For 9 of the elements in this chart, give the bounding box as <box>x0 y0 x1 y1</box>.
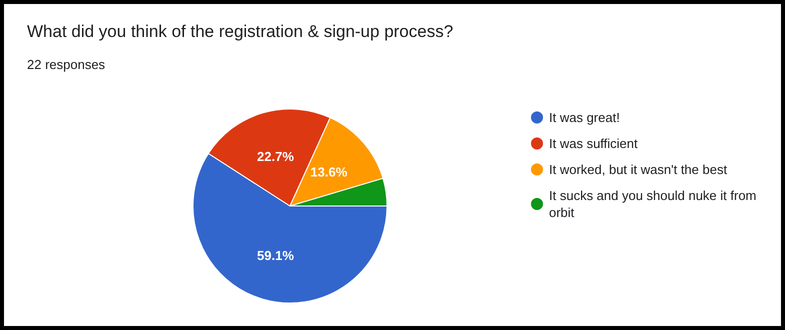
data-label: 59.1% <box>257 248 294 263</box>
legend-label: It worked, but it wasn't the best <box>549 162 728 177</box>
legend-label: It was great! <box>549 110 620 125</box>
legend-label: It was sufficient <box>549 136 638 151</box>
data-label: 22.7% <box>257 149 294 164</box>
chart-title: What did you think of the registration & sign-up process? <box>27 22 454 41</box>
data-label: 13.6% <box>310 164 348 180</box>
text: 22 responses <box>27 57 106 72</box>
legend-label: It sucks and you should nuke it from orbit <box>549 188 760 220</box>
